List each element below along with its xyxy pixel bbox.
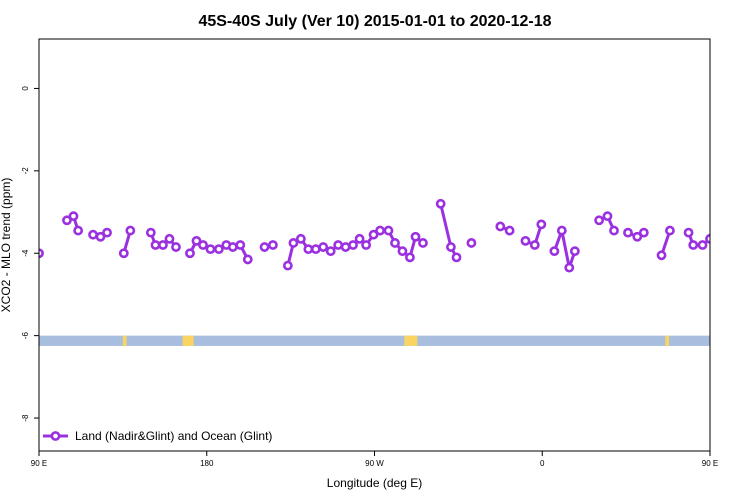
data-point bbox=[609, 225, 619, 236]
data-point bbox=[171, 242, 181, 252]
data-point bbox=[688, 240, 699, 250]
data-point bbox=[354, 233, 365, 244]
y-tick-label: -2 bbox=[21, 167, 30, 175]
data-point bbox=[397, 246, 408, 257]
data-point bbox=[665, 225, 675, 236]
y-tick-label: -6 bbox=[21, 332, 30, 340]
data-point bbox=[164, 233, 175, 244]
data-point bbox=[529, 240, 540, 250]
land-span bbox=[182, 335, 194, 346]
data-point bbox=[361, 240, 372, 250]
series-line bbox=[552, 229, 577, 270]
data-point bbox=[191, 235, 202, 246]
legend: Land (Nadir&Glint) and Ocean (Glint) bbox=[43, 429, 272, 443]
data-point bbox=[288, 238, 299, 248]
data-point bbox=[150, 240, 161, 250]
data-point bbox=[158, 240, 168, 250]
data-point bbox=[697, 240, 708, 250]
data-point bbox=[466, 238, 477, 248]
land-span bbox=[404, 335, 418, 346]
data-point bbox=[235, 240, 246, 250]
data-point bbox=[242, 254, 253, 265]
x-tick-label: 90 W bbox=[365, 459, 384, 468]
plot-frame bbox=[38, 38, 711, 452]
data-point bbox=[95, 231, 106, 242]
data-point bbox=[520, 235, 531, 246]
data-point bbox=[446, 242, 456, 252]
data-point bbox=[602, 211, 613, 222]
y-tick-label: -8 bbox=[21, 414, 30, 422]
data-point bbox=[705, 233, 710, 244]
x-axis: 90 E 180 90 W 0 90 E bbox=[31, 451, 718, 468]
data-point bbox=[390, 238, 400, 248]
data-point bbox=[213, 244, 224, 255]
data-point bbox=[340, 242, 351, 252]
data-point bbox=[435, 198, 446, 209]
data-point bbox=[310, 244, 321, 255]
data-point bbox=[375, 225, 385, 236]
data-point bbox=[88, 229, 98, 240]
data-point bbox=[549, 246, 560, 257]
data-point bbox=[102, 227, 112, 238]
data-point bbox=[62, 215, 72, 226]
data-point bbox=[632, 231, 643, 242]
data-point bbox=[318, 242, 329, 252]
data-point bbox=[536, 219, 547, 230]
data-point bbox=[569, 246, 580, 257]
data-point bbox=[185, 248, 195, 259]
data-point bbox=[259, 242, 270, 252]
x-axis-label: Longitude (deg E) bbox=[327, 476, 422, 490]
data-point bbox=[303, 244, 314, 255]
data-point bbox=[383, 225, 394, 236]
x-tick-label: 180 bbox=[200, 459, 214, 468]
data-point bbox=[325, 246, 336, 257]
data-point bbox=[656, 250, 667, 261]
legend-marker-swatch bbox=[50, 431, 61, 441]
data-point bbox=[405, 252, 415, 263]
data-point bbox=[556, 225, 567, 236]
ocean-strip bbox=[39, 335, 710, 346]
data-point bbox=[333, 240, 344, 250]
y-axis: 0 -2 -4 -6 -8 bbox=[21, 86, 39, 422]
data-point bbox=[198, 240, 208, 250]
data-point bbox=[227, 242, 238, 252]
data-point bbox=[410, 231, 421, 242]
data-point bbox=[118, 248, 129, 259]
data-point bbox=[504, 225, 515, 236]
series-layer bbox=[39, 198, 710, 273]
y-tick-label: 0 bbox=[21, 86, 30, 91]
y-tick-label: -4 bbox=[21, 249, 30, 257]
data-point bbox=[125, 225, 136, 236]
data-point bbox=[368, 229, 379, 240]
data-point bbox=[638, 227, 649, 238]
data-point bbox=[73, 225, 84, 236]
data-point bbox=[348, 240, 358, 250]
data-point bbox=[145, 227, 156, 238]
x-tick-label: 90 E bbox=[31, 459, 47, 468]
land-span bbox=[122, 335, 127, 346]
data-point bbox=[495, 221, 506, 232]
data-point bbox=[564, 262, 575, 273]
legend-label: Land (Nadir&Glint) and Ocean (Glint) bbox=[75, 429, 272, 443]
data-point bbox=[418, 238, 428, 248]
data-point bbox=[268, 240, 278, 250]
y-axis-label: XCO2 - MLO trend (ppm) bbox=[0, 178, 13, 313]
data-point bbox=[594, 215, 604, 226]
chart-title: 45S-40S July (Ver 10) 2015-01-01 to 2020… bbox=[198, 13, 551, 30]
data-point bbox=[683, 227, 694, 238]
land-spans bbox=[122, 335, 669, 346]
x-tick-label: 90 E bbox=[702, 459, 718, 468]
land-span bbox=[665, 335, 669, 346]
data-point bbox=[205, 244, 216, 255]
data-point bbox=[282, 260, 293, 271]
data-point bbox=[295, 233, 306, 244]
x-tick-label: 0 bbox=[540, 459, 545, 468]
data-point bbox=[451, 252, 462, 263]
data-point bbox=[623, 227, 633, 238]
data-point bbox=[68, 211, 79, 222]
